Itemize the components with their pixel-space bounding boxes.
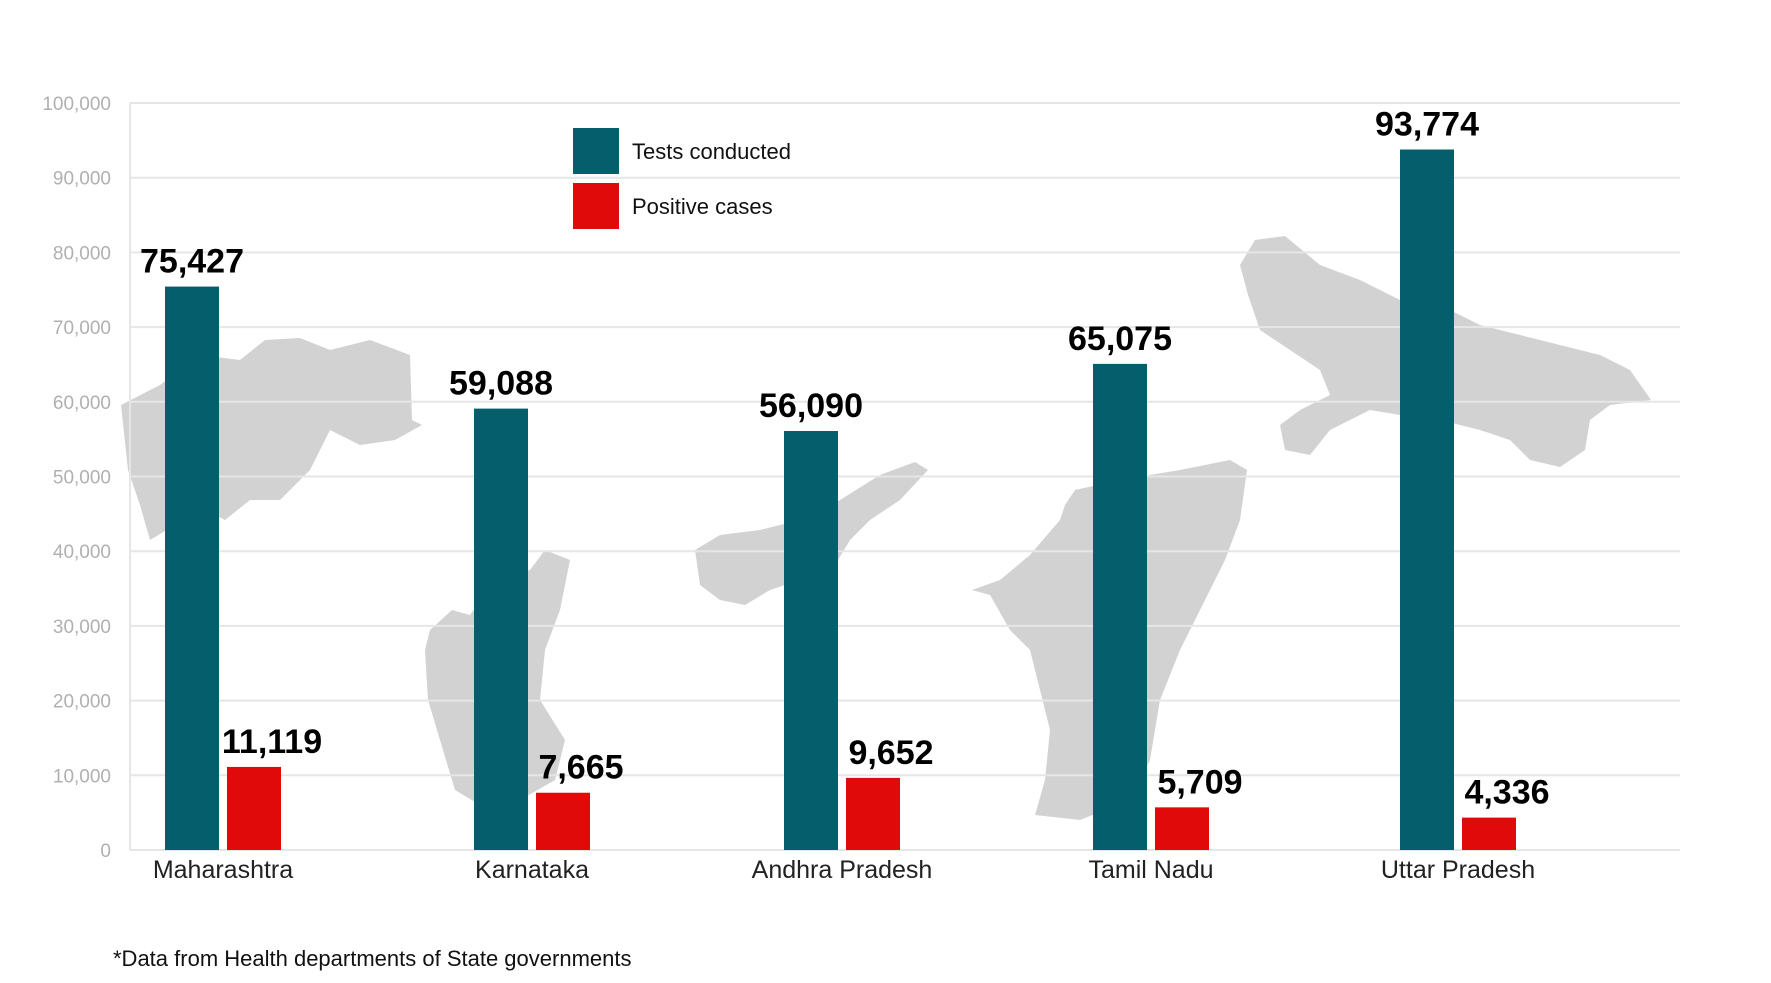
category-label: Tamil Nadu bbox=[1088, 856, 1213, 884]
positive-cases-bar bbox=[227, 766, 281, 850]
y-tick-label: 80,000 bbox=[53, 243, 111, 264]
y-tick-label: 30,000 bbox=[53, 617, 111, 638]
category-labels: Maharashtra Karnataka Andhra Pradesh Tamil … bbox=[153, 856, 1535, 884]
category-label: Andhra Pradesh bbox=[752, 856, 933, 884]
legend-swatch-positive bbox=[573, 183, 619, 229]
category-label: Karnataka bbox=[475, 856, 589, 884]
bars bbox=[165, 149, 1516, 850]
positive-cases-value-label: 4,336 bbox=[1464, 774, 1549, 812]
tests-conducted-value-label: 59,088 bbox=[449, 365, 553, 403]
legend-label-positive: Positive cases bbox=[632, 194, 773, 219]
legend-label-tests: Tests conducted bbox=[632, 139, 791, 164]
positive-cases-bar bbox=[846, 777, 900, 850]
tests-conducted-bar bbox=[1093, 363, 1147, 850]
category-label: Maharashtra bbox=[153, 856, 293, 884]
tests-conducted-value-label: 56,090 bbox=[759, 387, 863, 425]
positive-cases-value-label: 7,665 bbox=[538, 749, 623, 787]
positive-cases-value-label: 11,119 bbox=[222, 723, 322, 761]
y-tick-label: 10,000 bbox=[53, 766, 111, 787]
tests-conducted-bar bbox=[165, 286, 219, 850]
category-label: Uttar Pradesh bbox=[1381, 856, 1535, 884]
tests-conducted-value-label: 75,427 bbox=[140, 243, 244, 281]
positive-cases-bar bbox=[536, 792, 590, 850]
y-tick-label: 70,000 bbox=[53, 318, 111, 339]
y-tick-label: 50,000 bbox=[53, 468, 111, 489]
positive-cases-value-label: 5,709 bbox=[1157, 763, 1242, 801]
y-tick-label: 100,000 bbox=[42, 94, 111, 115]
y-tick-label: 90,000 bbox=[53, 169, 111, 190]
tests-conducted-value-label: 65,075 bbox=[1068, 320, 1172, 358]
y-tick-label: 0 bbox=[100, 841, 111, 862]
legend-swatch-tests bbox=[573, 128, 619, 174]
y-tick-label: 60,000 bbox=[53, 393, 111, 414]
positive-cases-bar bbox=[1462, 817, 1516, 850]
y-tick-label: 40,000 bbox=[53, 542, 111, 563]
tests-conducted-bar bbox=[474, 408, 528, 850]
legend: Tests conducted Positive cases bbox=[573, 128, 791, 229]
footnote: *Data from Health departments of State g… bbox=[113, 946, 631, 971]
positive-cases-value-label: 9,652 bbox=[848, 734, 933, 772]
tests-conducted-bar bbox=[1400, 149, 1454, 850]
positive-cases-bar bbox=[1155, 807, 1209, 850]
y-axis-ticks: 0 10,000 20,000 30,000 40,000 50,000 60,000 70,… bbox=[42, 94, 111, 862]
tests-conducted-bar bbox=[784, 431, 838, 850]
value-labels: 75,427 11,119 59,088 7,665 56,090 9,652 65,075… bbox=[140, 106, 1550, 812]
tests-conducted-value-label: 93,774 bbox=[1375, 106, 1479, 144]
y-tick-label: 20,000 bbox=[53, 692, 111, 713]
